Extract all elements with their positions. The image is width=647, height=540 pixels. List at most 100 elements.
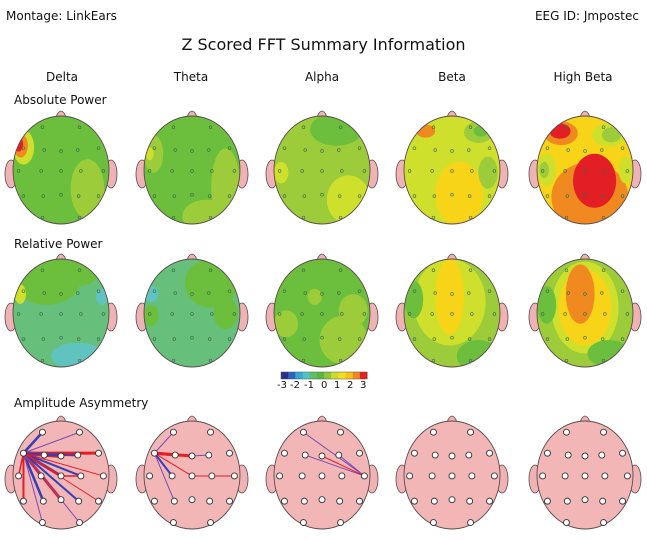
electrode-fz	[583, 149, 587, 153]
electrode-t5	[411, 497, 418, 505]
row-label-absolute-power: Absolute Power	[14, 93, 107, 107]
head-outline	[12, 258, 110, 368]
electrode-t4	[232, 312, 237, 316]
electrode-fp1	[301, 268, 306, 272]
electrode-cz	[450, 312, 454, 316]
electrode-t3	[146, 472, 154, 480]
electrode-fz	[448, 452, 456, 460]
electrode-o2	[601, 215, 606, 220]
electrode-f4	[337, 148, 341, 152]
head-outline	[143, 420, 241, 530]
electrode-c4	[210, 169, 214, 173]
asymmetry-link-f7-o2	[22, 452, 81, 524]
electrode-o2	[338, 358, 343, 363]
electrode-fp1	[40, 125, 45, 129]
electrode-fz	[583, 292, 587, 296]
relative-head-theta	[135, 253, 249, 368]
electrode-o1	[431, 358, 436, 363]
electrode-f3	[42, 291, 46, 295]
zscore-region	[435, 161, 484, 224]
electrode-f8	[619, 449, 626, 457]
electrode-c3	[430, 312, 434, 316]
electrode-t6	[357, 337, 362, 341]
electrode-c3	[39, 169, 43, 173]
electrode-f3	[566, 148, 570, 152]
electrode-o2	[208, 358, 213, 363]
zscore-region	[618, 156, 633, 184]
electrode-f3	[431, 451, 439, 459]
electrode-c4	[601, 472, 609, 480]
electrode-o2	[76, 519, 83, 526]
colorbar-segment	[288, 372, 296, 379]
electrode-fp1	[171, 125, 176, 129]
electrode-t4	[490, 472, 498, 480]
electrode-fp2	[600, 428, 607, 436]
electrode-t6	[486, 497, 493, 505]
electrode-t5	[21, 194, 26, 198]
electrode-p3	[300, 497, 308, 505]
zscore-region	[96, 288, 108, 305]
asymmetry-link-f7-p3	[153, 452, 175, 502]
electrode-f8	[95, 449, 102, 457]
zscore-region	[144, 286, 159, 303]
electrode-c3	[170, 169, 174, 173]
electrode-fz	[450, 149, 454, 153]
electrode-p4	[336, 497, 344, 505]
electrode-fp1	[563, 428, 570, 436]
row-label-relative-power: Relative Power	[14, 237, 103, 251]
electrode-fp2	[468, 268, 473, 272]
electrode-f7	[282, 289, 287, 293]
asymmetry-link-f7-cz	[153, 452, 193, 477]
absolute-head-delta	[4, 110, 118, 225]
colorbar-frame	[280, 371, 368, 380]
electrode-fp2	[208, 268, 213, 272]
electrode-t6	[620, 337, 625, 341]
asymmetry-link-f7-p4	[22, 452, 80, 503]
electrode-cz	[583, 312, 587, 316]
electrode-p3	[41, 337, 46, 341]
electrode-f7	[152, 146, 157, 150]
electrode-f8	[620, 146, 625, 150]
electrode-p4	[207, 194, 212, 198]
electrode-fp1	[431, 268, 436, 272]
electrode-c3	[300, 169, 304, 173]
electrode-t3	[16, 312, 21, 316]
electrode-f3	[173, 148, 177, 152]
electrode-p3	[302, 337, 307, 341]
electrode-pz	[583, 336, 587, 340]
electrode-fp2	[337, 428, 344, 436]
electrode-c3	[561, 472, 569, 480]
asymmetry-link-f7-p3	[22, 451, 45, 503]
electrode-fp2	[468, 125, 473, 129]
electrode-pz	[188, 496, 196, 504]
colorbar-tick: 3	[360, 380, 367, 391]
electrode-f7	[411, 449, 418, 457]
electrode-t3	[147, 169, 152, 173]
head-outline	[403, 258, 501, 368]
electrode-fz	[450, 292, 454, 296]
electrode-f3	[303, 291, 307, 295]
electrode-t3	[15, 472, 23, 480]
relative-head-beta	[395, 253, 509, 368]
electrode-f4	[207, 291, 211, 295]
electrode-o2	[601, 358, 606, 363]
electrode-o2	[77, 215, 82, 220]
electrode-f8	[96, 146, 101, 150]
electrode-c4	[208, 472, 216, 480]
electrode-t6	[96, 194, 101, 198]
electrode-fp1	[564, 268, 569, 272]
electrode-fp2	[77, 268, 82, 272]
asymmetry-link-f7-t4	[22, 452, 104, 477]
electrode-pz	[320, 193, 324, 197]
electrode-f8	[227, 146, 232, 150]
electrode-o1	[40, 215, 45, 220]
electrode-o1	[431, 215, 436, 220]
asymmetry-link-f7-fp2	[22, 431, 81, 454]
electrode-t5	[544, 497, 551, 505]
electrode-pz	[581, 496, 589, 504]
electrode-fp1	[39, 428, 46, 436]
colorbar-segment	[338, 372, 346, 379]
electrode-f4	[467, 291, 471, 295]
electrode-cz	[59, 312, 63, 316]
electrode-t5	[151, 497, 158, 505]
